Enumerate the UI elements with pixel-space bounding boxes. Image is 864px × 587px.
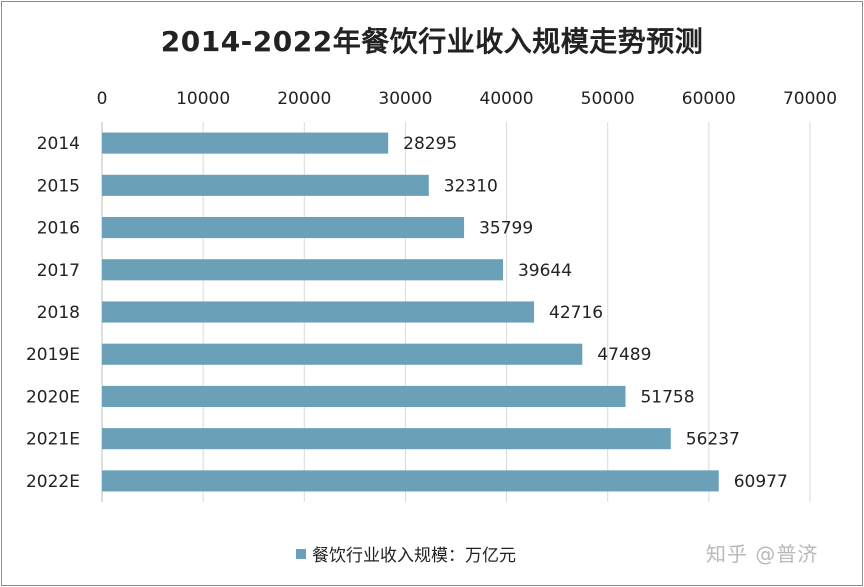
bar	[102, 217, 465, 239]
y-tick-label: 2015	[37, 176, 80, 196]
bar	[102, 259, 503, 281]
y-tick-label: 2017	[37, 261, 80, 281]
data-label: 60977	[734, 472, 788, 492]
x-tick-label: 10000	[176, 89, 230, 109]
x-tick-label: 70000	[783, 89, 837, 109]
x-tick-label: 20000	[277, 89, 331, 109]
data-label: 47489	[597, 345, 651, 365]
data-label: 56237	[686, 430, 740, 450]
y-tick-label: 2016	[37, 219, 80, 239]
y-tick-label: 2014	[37, 134, 80, 154]
y-tick-label: 2018	[37, 303, 80, 323]
legend-swatch	[296, 548, 306, 559]
bar	[102, 385, 626, 407]
bar	[102, 428, 671, 450]
y-tick-label: 2020E	[26, 387, 80, 407]
legend: 餐饮行业收入规模：万亿元	[296, 541, 516, 566]
data-label: 42716	[549, 303, 603, 323]
x-axis-ticks: 0 10000 20000 30000 40000 50000 60000 70000	[97, 89, 837, 109]
data-label: 32310	[444, 176, 498, 196]
data-label: 39644	[518, 261, 572, 281]
y-tick-label: 2022E	[26, 472, 80, 492]
bar	[102, 343, 583, 365]
bar	[102, 132, 389, 154]
watermark: 知乎 @普济	[706, 542, 819, 566]
x-tick-label: 50000	[581, 89, 635, 109]
x-tick-label: 60000	[682, 89, 736, 109]
data-labels: 28295 32310 35799 39644 42716 47489 51758 56237…	[403, 134, 788, 492]
y-axis-labels: 2014 2015 2016 2017 2018 2019E 2020E 2021E 2022E	[26, 134, 80, 492]
x-tick-label: 30000	[378, 89, 432, 109]
bars	[102, 132, 719, 492]
y-tick-label: 2021E	[26, 430, 80, 450]
x-tick-label: 0	[97, 89, 108, 109]
legend-label: 餐饮行业收入规模：万亿元	[312, 546, 516, 566]
bar	[102, 301, 535, 323]
x-tick-label: 40000	[480, 89, 534, 109]
y-tick-label: 2019E	[26, 345, 80, 365]
bar	[102, 174, 429, 196]
bar	[102, 470, 719, 492]
data-label: 51758	[640, 387, 694, 407]
data-label: 35799	[479, 219, 533, 239]
chart-title: 2014-2022年餐饮行业收入规模走势预测	[160, 25, 704, 58]
data-label: 28295	[403, 134, 457, 154]
